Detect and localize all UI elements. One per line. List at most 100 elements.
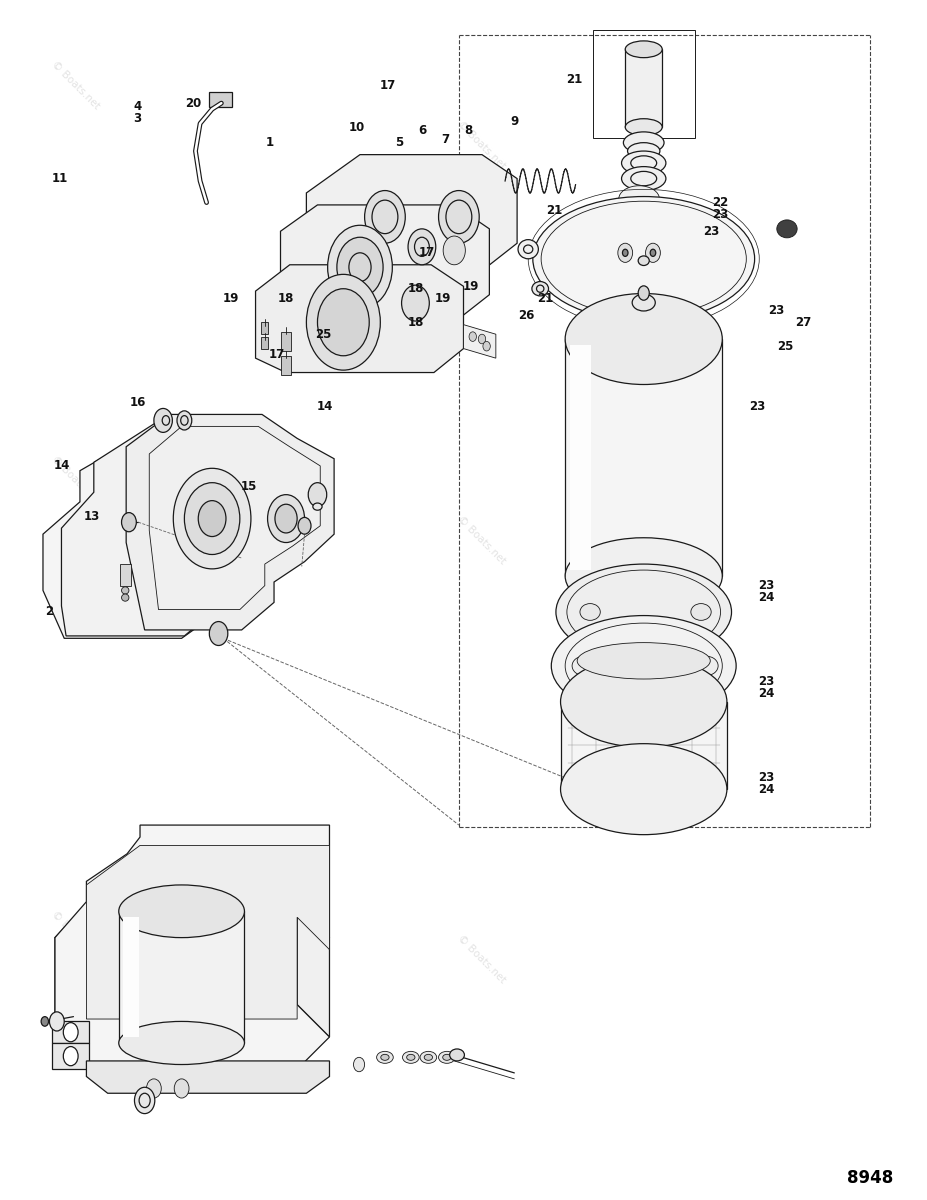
Text: © Boats.net: © Boats.net xyxy=(456,514,508,566)
Ellipse shape xyxy=(533,197,755,322)
Circle shape xyxy=(173,468,251,569)
Polygon shape xyxy=(123,917,139,1037)
Circle shape xyxy=(184,482,240,554)
Text: 5: 5 xyxy=(395,136,403,149)
Ellipse shape xyxy=(312,503,322,510)
Text: 26: 26 xyxy=(518,308,535,322)
Circle shape xyxy=(275,504,298,533)
Text: 8948: 8948 xyxy=(847,1169,894,1187)
Text: 23: 23 xyxy=(749,400,766,413)
Text: 17: 17 xyxy=(418,246,435,259)
Text: 21: 21 xyxy=(537,292,553,305)
Ellipse shape xyxy=(561,656,727,748)
Ellipse shape xyxy=(402,1051,419,1063)
Ellipse shape xyxy=(119,1021,245,1064)
Polygon shape xyxy=(616,600,679,630)
Text: 14: 14 xyxy=(317,400,333,413)
Circle shape xyxy=(174,1079,189,1098)
Circle shape xyxy=(401,286,429,322)
Text: © Boats.net: © Boats.net xyxy=(49,455,101,506)
Ellipse shape xyxy=(518,240,539,259)
Text: 18: 18 xyxy=(278,292,294,305)
Polygon shape xyxy=(464,325,496,358)
Circle shape xyxy=(49,1012,64,1031)
Polygon shape xyxy=(61,418,247,636)
Circle shape xyxy=(483,341,490,350)
Circle shape xyxy=(650,250,655,257)
Circle shape xyxy=(268,494,305,542)
Ellipse shape xyxy=(623,132,664,154)
Text: 23: 23 xyxy=(768,304,784,317)
Circle shape xyxy=(443,236,465,265)
Circle shape xyxy=(408,229,436,265)
Circle shape xyxy=(469,332,476,341)
Polygon shape xyxy=(589,214,699,305)
Ellipse shape xyxy=(580,604,601,620)
Text: 3: 3 xyxy=(133,113,141,125)
Polygon shape xyxy=(256,265,464,372)
Circle shape xyxy=(438,191,479,244)
Ellipse shape xyxy=(381,1055,389,1061)
Bar xyxy=(210,92,233,107)
Text: 10: 10 xyxy=(349,120,365,133)
Ellipse shape xyxy=(443,1055,451,1061)
Circle shape xyxy=(337,238,383,298)
Polygon shape xyxy=(55,826,329,1069)
Polygon shape xyxy=(149,426,320,610)
Circle shape xyxy=(121,512,136,532)
Text: 8: 8 xyxy=(464,124,472,137)
Text: © Boats.net: © Boats.net xyxy=(49,59,101,112)
Circle shape xyxy=(617,244,632,263)
Text: 15: 15 xyxy=(241,480,258,493)
Text: 24: 24 xyxy=(758,592,775,604)
Text: 27: 27 xyxy=(795,316,812,329)
Ellipse shape xyxy=(353,1057,364,1072)
Ellipse shape xyxy=(621,167,666,191)
Polygon shape xyxy=(281,205,489,319)
Text: 7: 7 xyxy=(441,132,449,145)
Text: 23: 23 xyxy=(703,224,719,238)
Bar xyxy=(593,30,694,138)
Text: © Boats.net: © Boats.net xyxy=(49,910,101,961)
Circle shape xyxy=(198,500,226,536)
Text: 19: 19 xyxy=(222,292,239,305)
Bar xyxy=(261,323,269,335)
Polygon shape xyxy=(55,905,298,937)
Polygon shape xyxy=(298,905,329,1037)
Polygon shape xyxy=(43,426,249,638)
Polygon shape xyxy=(307,155,517,277)
Text: 23: 23 xyxy=(758,580,775,592)
Text: 21: 21 xyxy=(546,204,562,217)
Polygon shape xyxy=(326,311,363,328)
Text: 1: 1 xyxy=(265,136,273,149)
Text: 17: 17 xyxy=(269,348,285,361)
Ellipse shape xyxy=(632,294,655,311)
Polygon shape xyxy=(52,1043,89,1069)
Polygon shape xyxy=(86,1061,329,1093)
Ellipse shape xyxy=(532,282,549,296)
Text: 18: 18 xyxy=(407,316,424,329)
Polygon shape xyxy=(126,414,334,630)
Bar xyxy=(282,355,291,374)
Ellipse shape xyxy=(121,587,129,594)
Ellipse shape xyxy=(376,1051,393,1063)
Text: 21: 21 xyxy=(566,73,582,85)
Text: 20: 20 xyxy=(185,97,202,109)
Polygon shape xyxy=(52,1021,89,1043)
Ellipse shape xyxy=(565,294,722,384)
Ellipse shape xyxy=(618,186,659,212)
Text: 13: 13 xyxy=(83,510,100,523)
Text: 23: 23 xyxy=(758,674,775,688)
Text: 25: 25 xyxy=(315,328,331,341)
Circle shape xyxy=(63,1022,78,1042)
Circle shape xyxy=(622,250,628,257)
Text: 4: 4 xyxy=(133,101,142,113)
Polygon shape xyxy=(55,905,86,1037)
Circle shape xyxy=(307,275,380,370)
Text: 23: 23 xyxy=(758,770,775,784)
Circle shape xyxy=(41,1016,48,1026)
Polygon shape xyxy=(119,911,245,1043)
Bar xyxy=(120,564,131,586)
Circle shape xyxy=(154,408,172,432)
Bar xyxy=(282,332,291,350)
